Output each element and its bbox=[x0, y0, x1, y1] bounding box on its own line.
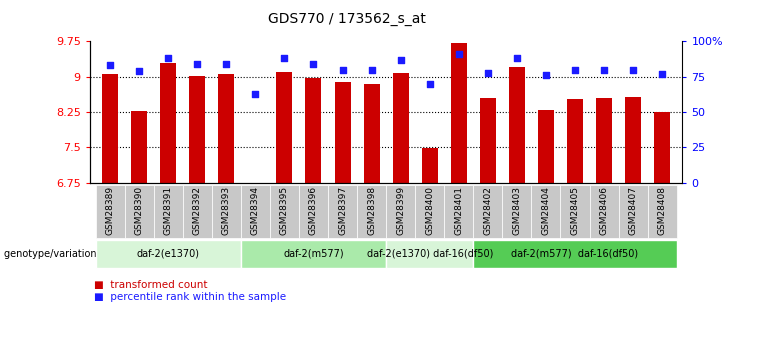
Text: daf-2(m577): daf-2(m577) bbox=[283, 249, 344, 259]
Point bbox=[133, 68, 145, 74]
Point bbox=[395, 57, 407, 62]
Point bbox=[336, 67, 349, 72]
Point bbox=[249, 91, 261, 97]
Bar bbox=[190, 76, 205, 183]
Point bbox=[656, 71, 668, 77]
Text: genotype/variation ▶: genotype/variation ▶ bbox=[4, 249, 107, 259]
Bar bbox=[335, 82, 350, 183]
Text: daf-2(e1370): daf-2(e1370) bbox=[136, 249, 200, 259]
Point bbox=[191, 61, 204, 67]
Point bbox=[220, 61, 232, 67]
Text: daf-2(m577)  daf-16(df50): daf-2(m577) daf-16(df50) bbox=[512, 249, 639, 259]
Point bbox=[481, 70, 494, 75]
Bar bbox=[363, 84, 380, 183]
Point bbox=[627, 67, 640, 72]
Bar bbox=[102, 75, 118, 183]
Bar bbox=[306, 78, 321, 183]
Bar bbox=[654, 112, 670, 183]
Bar bbox=[276, 72, 292, 183]
Bar bbox=[247, 183, 264, 184]
Point bbox=[452, 51, 465, 57]
Point bbox=[569, 67, 581, 72]
Bar bbox=[625, 97, 641, 183]
Point bbox=[365, 67, 378, 72]
Bar bbox=[596, 98, 612, 183]
Point bbox=[424, 81, 436, 87]
Point bbox=[278, 56, 291, 61]
Text: daf-2(e1370) daf-16(df50): daf-2(e1370) daf-16(df50) bbox=[367, 249, 493, 259]
Bar bbox=[480, 98, 496, 183]
Bar bbox=[131, 111, 147, 183]
Bar bbox=[451, 43, 466, 183]
Bar bbox=[392, 73, 409, 183]
Bar bbox=[422, 148, 438, 183]
Text: GDS770 / 173562_s_at: GDS770 / 173562_s_at bbox=[268, 12, 426, 26]
Point bbox=[307, 61, 320, 67]
Bar bbox=[218, 75, 234, 183]
Point bbox=[104, 63, 116, 68]
Bar bbox=[509, 67, 525, 183]
Bar bbox=[538, 110, 554, 183]
Text: ■  transformed count: ■ transformed count bbox=[94, 280, 207, 290]
Point bbox=[540, 72, 552, 78]
Bar bbox=[567, 99, 583, 183]
Bar bbox=[160, 62, 176, 183]
Text: ■  percentile rank within the sample: ■ percentile rank within the sample bbox=[94, 292, 285, 302]
Point bbox=[511, 56, 523, 61]
Point bbox=[597, 67, 610, 72]
Point bbox=[162, 56, 175, 61]
